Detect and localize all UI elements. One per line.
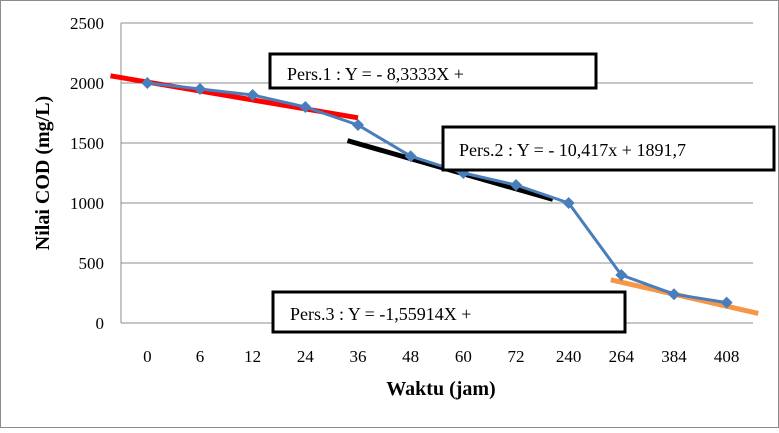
equation-label-eq1: Pers.1 : Y = - 8,3333X + — [287, 64, 464, 84]
y-tick-label-1000: 1000 — [70, 194, 104, 213]
y-tick-label-500: 500 — [79, 254, 105, 273]
series-line-0 — [147, 81, 727, 305]
equation-label-eq2: Pers.2 : Y = - 10,417x + 1891,7 — [459, 140, 686, 160]
data-point-264 — [615, 269, 628, 281]
x-tick-label-24: 24 — [297, 347, 315, 366]
x-tick-label-0: 0 — [143, 347, 152, 366]
x-tick-label-60: 60 — [455, 347, 472, 366]
equation-box-eq1 — [268, 52, 598, 90]
data-series — [141, 77, 733, 309]
data-point-0 — [141, 77, 154, 89]
data-point-36 — [352, 119, 364, 131]
data-point-48 — [404, 150, 417, 163]
data-point-12 — [246, 89, 259, 101]
x-tick-label-384: 384 — [661, 347, 687, 366]
data-point-6 — [194, 83, 206, 95]
x-tick-label-240: 240 — [556, 347, 582, 366]
data-point-72 — [510, 179, 522, 191]
equation-label-eq3: Pers.3 : Y = -1,55914X + — [290, 304, 471, 324]
x-axis-title: Waktu (jam) — [386, 378, 495, 400]
y-tick-label-2000: 2000 — [70, 74, 104, 93]
y-tick-label-1500: 1500 — [70, 134, 104, 153]
data-point-408 — [720, 296, 733, 309]
equation-box-eq3 — [271, 290, 627, 334]
data-point-24 — [299, 101, 312, 113]
x-tick-label-6: 6 — [196, 347, 205, 366]
y-axis-title: Nilai COD (mg/L) — [32, 96, 54, 250]
equation-box-eq2 — [441, 125, 776, 172]
equation-annotations: Pers.1 : Y = - 8,3333X + Pers.2 : Y = - 1… — [268, 52, 776, 334]
y-tick-label-0: 0 — [96, 314, 105, 333]
x-tick-label-12: 12 — [244, 347, 261, 366]
data-point-384 — [668, 288, 680, 301]
data-point-240 — [562, 197, 575, 209]
x-tick-label-72: 72 — [508, 347, 525, 366]
x-tick-label-36: 36 — [350, 347, 367, 366]
x-tick-label-48: 48 — [402, 347, 419, 366]
y-tick-label-2500: 2500 — [70, 14, 104, 33]
axes: 0 500 1000 1500 2000 2500 0 6 12 24 36 48 60 72 240 264… — [70, 14, 739, 366]
x-tick-label-264: 264 — [609, 347, 635, 366]
x-tick-label-408: 408 — [714, 347, 740, 366]
